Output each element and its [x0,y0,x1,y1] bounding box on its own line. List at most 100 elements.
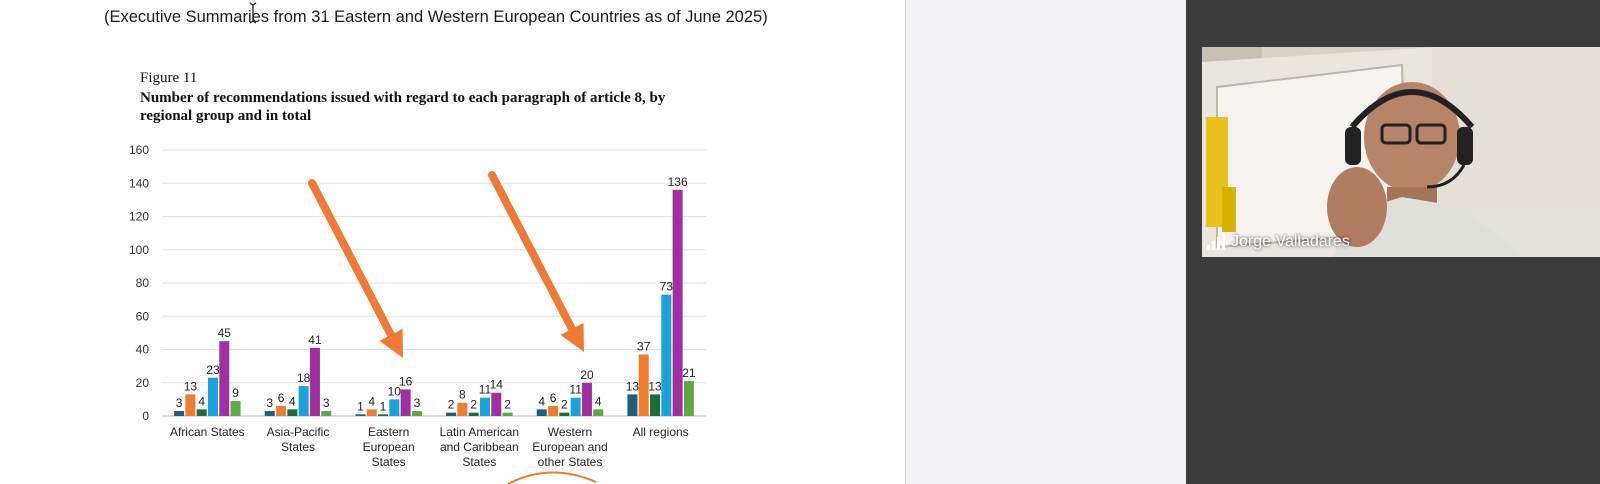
data-label: 4 [595,394,602,408]
bar [661,294,672,416]
data-label: 21 [682,366,696,380]
data-label: 136 [668,175,688,189]
annotation-arrow-head [379,328,403,358]
data-label: 2 [561,398,568,412]
data-label: 18 [297,371,311,385]
participant-name-label: Jorge Valladares [1207,231,1350,253]
document-page: (Executive Summaries from 31 Eastern and… [104,2,768,484]
bar [321,411,332,416]
annotation-arrow-shaft [488,171,577,333]
bar [400,389,411,416]
bar [683,381,694,416]
data-label: 9 [232,386,239,400]
bar [548,406,559,416]
x-tick-label: States [462,455,496,469]
bar [479,397,490,416]
data-label: 1 [357,399,364,413]
data-label: 11 [569,383,582,397]
pane-divider [905,0,906,484]
bar [650,394,661,416]
data-label: 6 [278,391,285,405]
empty-stage-area [906,0,1186,484]
bar [309,347,320,416]
data-label: 8 [459,388,466,402]
x-tick-label: Western [548,425,592,439]
bar [264,411,275,416]
x-tick-label: European and [532,440,607,454]
bar [366,409,377,416]
x-tick-label: All regions [633,425,689,439]
participant-video-frame [1202,47,1600,257]
x-tick-label: and Caribbean [440,440,519,454]
bar [581,382,592,416]
x-tick-label: States [281,440,315,454]
data-label: 4 [289,394,296,408]
text-cursor-icon [249,2,257,24]
data-label: 37 [637,339,651,353]
data-label: 4 [198,394,205,408]
bar [627,394,638,416]
participant-video[interactable] [1202,47,1600,257]
bar [502,412,513,416]
y-tick-label: 140 [129,176,149,190]
data-label: 13 [626,379,640,393]
data-label: 41 [308,333,322,347]
bar [287,409,298,416]
data-label: 4 [538,394,545,408]
y-tick-label: 120 [129,210,149,224]
bar [593,409,604,416]
y-tick-label: 160 [129,143,149,157]
bar [174,411,185,416]
bar [457,402,468,416]
x-tick-label: African States [170,425,245,439]
data-label: 2 [504,398,511,412]
y-tick-label: 40 [136,343,150,357]
x-tick-label: Eastern [368,425,409,439]
data-label: 14 [490,378,504,392]
data-label: 3 [176,396,183,410]
y-tick-label: 60 [136,309,150,323]
participant-name: Jorge Valladares [1231,233,1350,250]
data-label: 11 [479,383,492,397]
bar [230,401,241,416]
intro-text: (Executive Summaries from 31 Eastern and… [104,8,768,26]
data-label: 4 [368,394,375,408]
data-label: 10 [388,384,402,398]
bar [468,412,479,416]
y-tick-label: 0 [142,409,149,423]
bar [298,386,309,416]
figure-title: Number of recommendations issued with re… [140,90,666,124]
bar [638,354,649,416]
y-tick-label: 20 [136,376,150,390]
bar [570,397,581,416]
data-label: 3 [323,396,330,410]
x-tick-label: States [372,455,406,469]
annotation-arrow-head [560,322,584,352]
annotation-arrow-shaft [308,179,396,339]
bar [446,412,457,416]
data-label: 2 [448,398,455,412]
bar [672,189,683,416]
data-label: 2 [470,398,477,412]
data-label: 13 [184,379,198,393]
data-label: 23 [206,363,220,377]
data-label: 3 [266,396,273,410]
y-tick-label: 80 [136,276,150,290]
data-label: 6 [550,391,557,405]
annotation-arrow [308,179,403,358]
x-tick-label: other States [538,455,603,469]
bar [411,411,422,416]
bar [196,409,207,416]
data-label: 73 [660,280,674,294]
data-label: 45 [218,326,232,340]
x-tick-label: European [363,440,415,454]
bar [378,414,389,416]
x-tick-label: Latin American [440,425,519,439]
bar [491,392,502,416]
bar [536,409,547,416]
data-label: 1 [380,399,387,413]
annotation-arrow [488,171,584,352]
annotation-stroke [507,471,597,484]
data-label: 20 [580,368,594,382]
figure-label: Figure 11 [140,70,198,86]
